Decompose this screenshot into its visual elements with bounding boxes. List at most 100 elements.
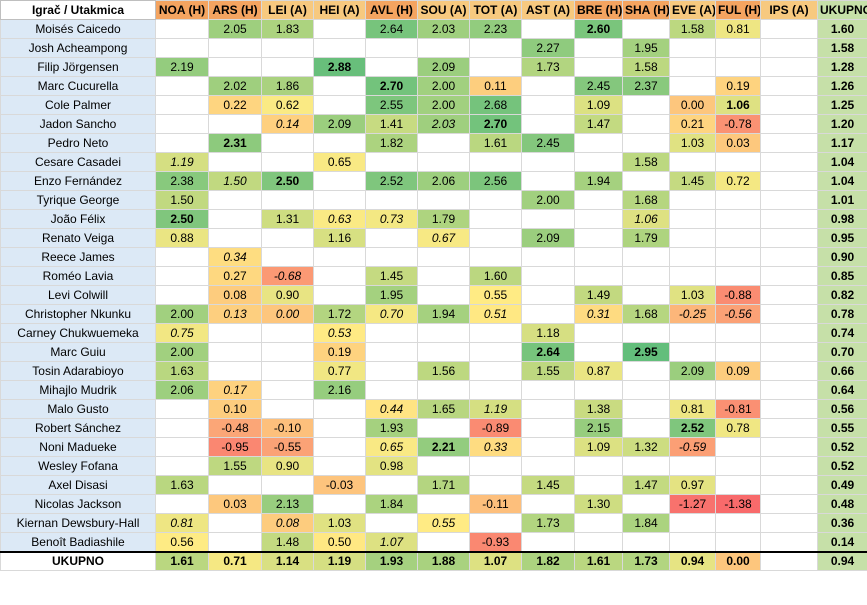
player-name: Reece James bbox=[0, 247, 156, 267]
rating-cell: 0.90 bbox=[261, 285, 314, 305]
rating-cell: -1.27 bbox=[669, 494, 716, 514]
rating-cell: 2.21 bbox=[417, 437, 470, 457]
rating-cell: 2.15 bbox=[574, 418, 623, 438]
rating-cell: -0.89 bbox=[469, 418, 522, 438]
rating-cell bbox=[417, 532, 470, 552]
rating-cell bbox=[669, 342, 716, 362]
rating-cell bbox=[417, 456, 470, 476]
rating-cell bbox=[715, 190, 761, 210]
rating-cell bbox=[261, 38, 314, 58]
rating-cell: 1.58 bbox=[622, 152, 670, 172]
match-header: LEI (A) bbox=[261, 0, 314, 20]
rating-cell bbox=[760, 456, 818, 476]
rating-cell: 2.45 bbox=[574, 76, 623, 96]
rating-cell: 1.09 bbox=[574, 437, 623, 457]
rating-cell: 2.56 bbox=[469, 171, 522, 191]
player-name: Malo Gusto bbox=[0, 399, 156, 419]
rating-cell: -0.03 bbox=[313, 475, 366, 495]
rating-cell bbox=[669, 266, 716, 286]
rating-cell bbox=[155, 76, 209, 96]
player-row: Jadon Sancho 0.14 2.09 1.41 2.03 2.70 1.47 0.21… bbox=[0, 114, 867, 134]
player-name: Axel Disasi bbox=[0, 475, 156, 495]
summary-cell bbox=[760, 550, 818, 571]
rating-cell bbox=[261, 190, 314, 210]
rating-cell bbox=[715, 209, 761, 229]
rating-cell bbox=[313, 399, 366, 419]
rating-cell: 0.08 bbox=[208, 285, 262, 305]
rating-cell: 0.62 bbox=[261, 95, 314, 115]
rating-cell bbox=[469, 513, 522, 533]
rating-cell bbox=[715, 456, 761, 476]
rating-cell: 1.30 bbox=[574, 494, 623, 514]
rating-cell: 2.95 bbox=[622, 342, 670, 362]
match-header: ARS (H) bbox=[208, 0, 262, 20]
rating-cell bbox=[622, 456, 670, 476]
rating-cell: 0.63 bbox=[313, 209, 366, 229]
rating-cell bbox=[469, 209, 522, 229]
rating-cell: -0.48 bbox=[208, 418, 262, 438]
rating-cell bbox=[365, 475, 418, 495]
player-total: 0.85 bbox=[817, 266, 867, 286]
rating-cell: 0.81 bbox=[155, 513, 209, 533]
player-name: Enzo Fernández bbox=[0, 171, 156, 191]
player-name: Tyrique George bbox=[0, 190, 156, 210]
rating-cell bbox=[469, 456, 522, 476]
rating-cell: 2.05 bbox=[208, 19, 262, 39]
rating-cell: 1.63 bbox=[155, 475, 209, 495]
rating-cell: 1.95 bbox=[365, 285, 418, 305]
rating-cell: 1.71 bbox=[417, 475, 470, 495]
rating-cell: 0.70 bbox=[365, 304, 418, 324]
rating-cell: 2.37 bbox=[622, 76, 670, 96]
player-name: Renato Veiga bbox=[0, 228, 156, 248]
rating-cell bbox=[417, 418, 470, 438]
rating-cell: 2.09 bbox=[521, 228, 575, 248]
rating-cell bbox=[261, 380, 314, 400]
rating-cell bbox=[760, 171, 818, 191]
match-header: SOU (A) bbox=[417, 0, 470, 20]
rating-cell bbox=[469, 247, 522, 267]
rating-cell bbox=[622, 19, 670, 39]
rating-cell: 1.93 bbox=[365, 418, 418, 438]
rating-cell: 1.94 bbox=[574, 171, 623, 191]
rating-cell bbox=[574, 152, 623, 172]
rating-cell bbox=[208, 532, 262, 552]
rating-cell: 1.03 bbox=[313, 513, 366, 533]
rating-cell bbox=[715, 38, 761, 58]
rating-cell bbox=[760, 437, 818, 457]
rating-cell: 2.55 bbox=[365, 95, 418, 115]
rating-cell bbox=[760, 399, 818, 419]
rating-cell: 1.56 bbox=[417, 361, 470, 381]
player-total: 1.04 bbox=[817, 171, 867, 191]
player-row: Nicolas Jackson 0.03 2.13 1.84 -0.11 1.30 -1.2… bbox=[0, 494, 867, 514]
rating-cell: 0.09 bbox=[715, 361, 761, 381]
rating-cell bbox=[669, 209, 716, 229]
rating-cell: 0.17 bbox=[208, 380, 262, 400]
rating-cell: 0.77 bbox=[313, 361, 366, 381]
player-total: 0.78 bbox=[817, 304, 867, 324]
rating-cell: 2.60 bbox=[574, 19, 623, 39]
player-name: Pedro Neto bbox=[0, 133, 156, 153]
rating-cell bbox=[574, 380, 623, 400]
rating-cell bbox=[574, 456, 623, 476]
rating-cell: 1.06 bbox=[622, 209, 670, 229]
rating-cell bbox=[155, 95, 209, 115]
rating-cell: 1.03 bbox=[669, 133, 716, 153]
rating-cell: 0.81 bbox=[715, 19, 761, 39]
rating-cell bbox=[715, 247, 761, 267]
rating-cell bbox=[760, 76, 818, 96]
rating-cell: 0.51 bbox=[469, 304, 522, 324]
rating-cell bbox=[313, 190, 366, 210]
rating-cell bbox=[622, 266, 670, 286]
rating-cell: 0.90 bbox=[261, 456, 314, 476]
rating-cell: 2.00 bbox=[155, 304, 209, 324]
rating-cell bbox=[622, 418, 670, 438]
player-total: 0.74 bbox=[817, 323, 867, 343]
rating-cell bbox=[313, 247, 366, 267]
rating-cell: 1.32 bbox=[622, 437, 670, 457]
rating-cell: 1.47 bbox=[574, 114, 623, 134]
rating-cell bbox=[669, 380, 716, 400]
rating-cell bbox=[417, 133, 470, 153]
rating-cell bbox=[760, 342, 818, 362]
summary-cell: 1.61 bbox=[155, 550, 209, 571]
rating-cell bbox=[521, 152, 575, 172]
